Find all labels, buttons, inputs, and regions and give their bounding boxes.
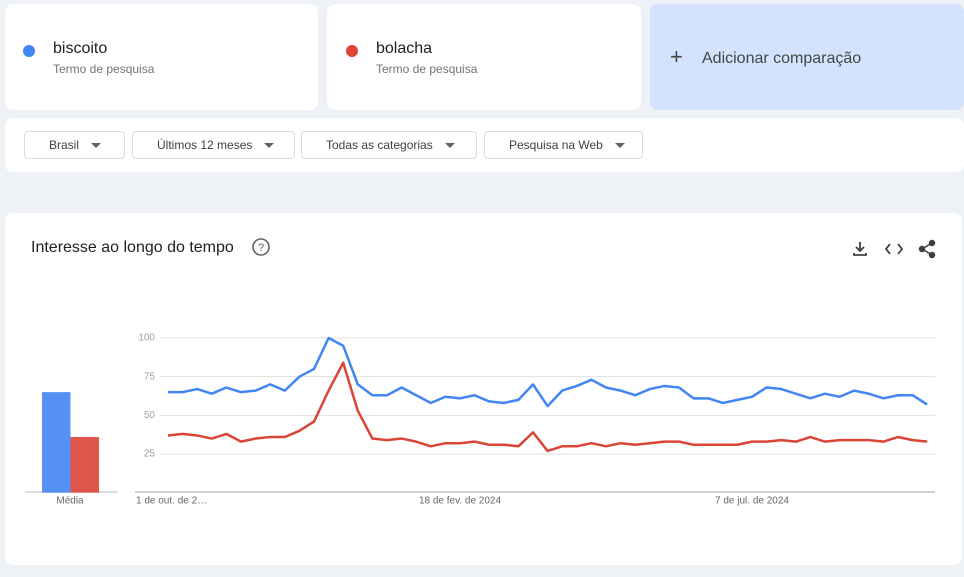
term-name: biscoito	[53, 40, 108, 57]
filter-dropdown[interactable]: Brasil	[24, 131, 125, 159]
y-tick-label: 75	[144, 371, 156, 382]
term-color-dot	[346, 45, 358, 57]
term-card[interactable]	[5, 4, 318, 110]
filter-dropdown[interactable]: Todas as categorias	[301, 131, 477, 159]
filter-label: Últimos 12 meses	[157, 138, 253, 152]
filter-label: Todas as categorias	[326, 138, 433, 152]
filter-dropdown[interactable]: Pesquisa na Web	[484, 131, 643, 159]
average-bar	[42, 392, 71, 493]
x-tick-label: 7 de jul. de 2024	[715, 496, 789, 507]
average-bar	[70, 437, 99, 493]
embed-icon[interactable]	[884, 243, 904, 255]
x-tick-label: 1 de out. de 2…	[136, 496, 207, 507]
term-color-dot	[23, 45, 35, 57]
svg-text:?: ?	[258, 242, 264, 254]
add-comparison-label: Adicionar comparação	[702, 50, 862, 67]
chart-card	[5, 213, 962, 565]
plus-icon: +	[670, 44, 683, 69]
term-card[interactable]	[327, 4, 641, 110]
filter-label: Brasil	[49, 138, 80, 152]
help-icon[interactable]: ?	[252, 238, 270, 256]
filter-label: Pesquisa na Web	[509, 138, 603, 152]
download-icon[interactable]	[853, 242, 867, 256]
y-tick-label: 50	[144, 410, 156, 421]
term-type: Termo de pesquisa	[53, 62, 155, 76]
share-icon[interactable]	[918, 239, 936, 259]
term-type: Termo de pesquisa	[376, 62, 478, 76]
chart-title: Interesse ao longo do tempo	[31, 239, 234, 256]
y-tick-label: 25	[144, 449, 156, 460]
trend-line	[167, 361, 928, 453]
y-tick-label: 100	[138, 333, 155, 344]
term-name: bolacha	[376, 40, 433, 57]
average-label: Média	[56, 496, 84, 507]
x-tick-label: 18 de fev. de 2024	[419, 496, 502, 507]
filter-dropdown[interactable]: Últimos 12 meses	[132, 131, 295, 159]
add-comparison-card[interactable]	[650, 4, 964, 110]
trend-line	[168, 336, 928, 408]
